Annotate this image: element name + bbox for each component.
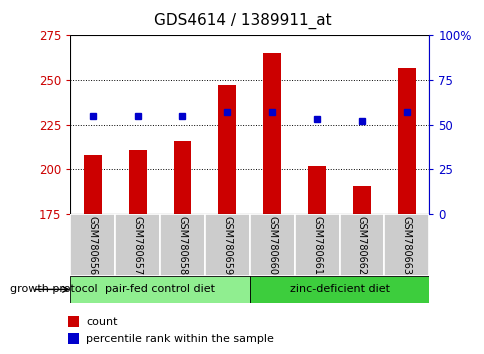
Text: GSM780657: GSM780657	[132, 216, 142, 275]
Bar	[294, 214, 339, 276]
Text: count: count	[86, 316, 117, 326]
Bar	[160, 214, 204, 276]
Bar	[204, 214, 249, 276]
Bar	[249, 276, 428, 303]
Text: GSM780660: GSM780660	[267, 216, 277, 275]
Bar	[307, 166, 325, 214]
Text: growth protocol: growth protocol	[10, 284, 97, 294]
Text: GSM780658: GSM780658	[177, 216, 187, 275]
Text: percentile rank within the sample: percentile rank within the sample	[86, 334, 273, 344]
Text: zinc-deficient diet: zinc-deficient diet	[289, 284, 389, 295]
Bar	[249, 214, 294, 276]
Bar	[397, 68, 415, 214]
Bar	[383, 214, 428, 276]
Text: GSM780656: GSM780656	[88, 216, 98, 275]
Bar	[68, 316, 78, 327]
Text: GSM780662: GSM780662	[356, 216, 366, 275]
Bar	[218, 85, 236, 214]
Bar	[352, 185, 370, 214]
Bar	[173, 141, 191, 214]
Text: pair-fed control diet: pair-fed control diet	[105, 284, 214, 295]
Bar	[70, 214, 115, 276]
Bar	[263, 53, 281, 214]
Text: GDS4614 / 1389911_at: GDS4614 / 1389911_at	[153, 12, 331, 29]
Text: GSM780661: GSM780661	[311, 216, 321, 275]
Bar	[68, 333, 78, 344]
Bar	[70, 276, 249, 303]
Text: GSM780659: GSM780659	[222, 216, 232, 275]
Bar	[339, 214, 384, 276]
Text: GSM780663: GSM780663	[401, 216, 411, 275]
Bar	[115, 214, 160, 276]
Bar	[128, 150, 146, 214]
Bar	[84, 155, 102, 214]
